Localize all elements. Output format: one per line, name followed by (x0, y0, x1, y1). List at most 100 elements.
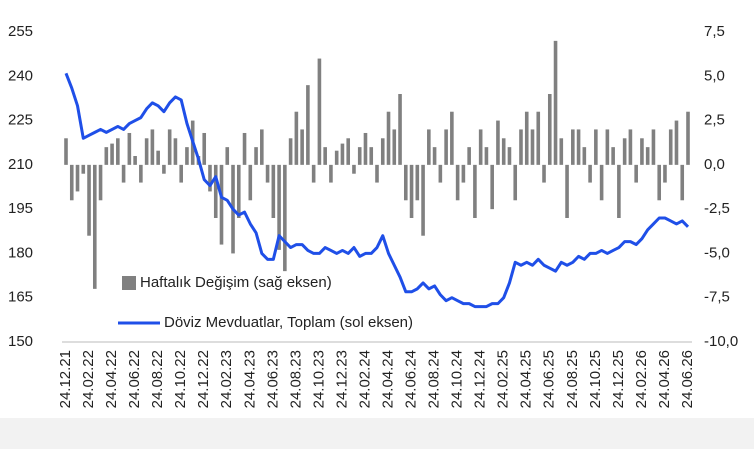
footer-band (0, 418, 754, 449)
bar (501, 138, 506, 165)
legend-label: Haftalık Değişim (sağ eksen) (140, 274, 332, 291)
y2-tick-label: 7,5 (704, 23, 725, 40)
y2-tick-label: -10,0 (704, 333, 738, 350)
bar (185, 147, 189, 165)
x-tick-label: 24.04.25 (518, 350, 535, 408)
bar (380, 138, 385, 165)
bar (507, 147, 512, 165)
x-tick-label: 24.02.24 (356, 350, 373, 408)
bar (547, 94, 552, 165)
bar (75, 164, 80, 192)
x-tick-label: 24.06.25 (541, 350, 558, 408)
x-tick-label: 24.02.25 (495, 350, 512, 408)
bar (490, 164, 494, 210)
bar (98, 164, 103, 201)
y2-tick-label: 5,0 (704, 67, 725, 84)
bar (513, 164, 518, 201)
y2-tick-label: -2,5 (704, 200, 730, 217)
bar (617, 164, 621, 218)
x-tick-label: 24.06.23 (264, 350, 281, 408)
bar (81, 164, 86, 174)
bar (219, 164, 224, 245)
bar (640, 138, 644, 165)
bar (104, 147, 109, 165)
y-tick-label: 210 (8, 156, 33, 173)
bar (409, 164, 414, 218)
bar (167, 129, 172, 165)
bar (628, 129, 633, 165)
y-tick-label: 255 (8, 23, 33, 40)
bar (686, 111, 690, 165)
x-tick-label: 24.10.22 (172, 350, 189, 408)
bar (657, 164, 662, 201)
line (64, 72, 690, 309)
bar (427, 129, 431, 165)
bar (139, 164, 143, 183)
bar (179, 164, 183, 183)
bar (121, 164, 126, 183)
bar (225, 147, 230, 165)
x-tick-label: 24.12.25 (610, 350, 627, 408)
bar (69, 164, 74, 201)
bar (323, 147, 327, 165)
bar (127, 132, 132, 165)
bar (622, 138, 627, 165)
bar (484, 147, 489, 165)
bar (317, 58, 322, 165)
x-tick-label: 24.10.25 (587, 350, 604, 408)
bar (208, 164, 212, 192)
x-tick-label: 24.04.23 (241, 350, 258, 408)
x-tick-label: 24.06.22 (126, 350, 143, 408)
y-tick-label: 165 (8, 289, 33, 306)
y-tick-label: 225 (8, 112, 33, 129)
bar (248, 164, 253, 201)
bar (363, 132, 368, 165)
bar (455, 164, 460, 201)
bar (116, 138, 120, 165)
x-tick-label: 24.12.23 (333, 350, 350, 408)
x-tick-label: 24.08.24 (426, 350, 443, 408)
bar (674, 120, 679, 165)
y-tick-label: 180 (8, 244, 33, 261)
x-tick-label: 24.10.24 (449, 350, 466, 408)
bar (398, 94, 402, 165)
bar (450, 111, 454, 165)
bar (294, 111, 299, 165)
bar (588, 164, 592, 183)
bar (352, 164, 356, 174)
bar (599, 164, 604, 201)
bar (634, 164, 638, 183)
bar (668, 129, 673, 165)
bar (461, 164, 466, 183)
y2-tick-label: 2,5 (704, 112, 725, 129)
x-tick-label: 24.08.22 (149, 350, 166, 408)
x-tick-label: 24.08.25 (564, 350, 581, 408)
bar (392, 129, 397, 165)
bar (375, 164, 379, 183)
bar (524, 111, 529, 165)
bar (369, 147, 374, 165)
bar (432, 147, 437, 165)
bar (571, 129, 575, 165)
bar (594, 129, 598, 165)
bar (277, 164, 281, 250)
x-tick-label: 24.02.22 (80, 350, 97, 408)
bar (565, 164, 569, 218)
x-tick-label: 24.10.23 (310, 350, 327, 408)
bar (467, 147, 471, 165)
bar (611, 147, 615, 165)
bar (311, 164, 316, 183)
x-tick-label: 24.12.24 (472, 350, 489, 408)
bar (156, 150, 160, 165)
bar (403, 164, 408, 201)
bar (415, 164, 420, 201)
bar (173, 138, 178, 165)
bar (133, 156, 137, 165)
bar (496, 120, 500, 165)
bar (444, 129, 448, 165)
bar (288, 138, 293, 165)
bar (346, 138, 351, 165)
bar (329, 164, 333, 183)
bar (605, 129, 610, 165)
